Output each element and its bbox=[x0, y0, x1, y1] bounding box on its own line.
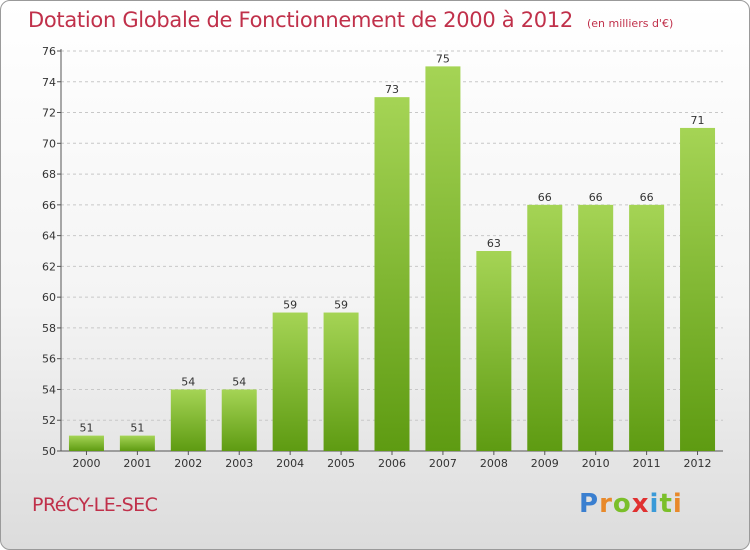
data-label: 66 bbox=[538, 191, 552, 204]
y-tick-label: 74 bbox=[42, 76, 56, 89]
x-tick-label: 2010 bbox=[582, 457, 610, 470]
data-label: 71 bbox=[691, 114, 705, 127]
y-tick-label: 60 bbox=[42, 291, 56, 304]
y-tick-label: 58 bbox=[42, 322, 56, 335]
data-label: 51 bbox=[130, 422, 144, 435]
bar bbox=[221, 389, 257, 451]
x-tick-label: 2012 bbox=[684, 457, 712, 470]
chart-title: Dotation Globale de Fonctionnement de 20… bbox=[28, 8, 674, 32]
data-label: 59 bbox=[334, 299, 348, 312]
bar bbox=[629, 204, 665, 451]
y-tick-label: 64 bbox=[42, 230, 56, 243]
bar bbox=[425, 66, 461, 451]
bar bbox=[476, 251, 512, 451]
logo-letter: t bbox=[659, 489, 673, 519]
y-tick-label: 66 bbox=[42, 199, 56, 212]
units-label: (en milliers d'€) bbox=[586, 17, 674, 30]
bar bbox=[119, 435, 155, 451]
y-tick-label: 68 bbox=[42, 168, 56, 181]
y-tick-label: 62 bbox=[42, 260, 56, 273]
x-tick-label: 2006 bbox=[378, 457, 406, 470]
data-label: 66 bbox=[640, 191, 654, 204]
y-tick-label: 50 bbox=[42, 445, 56, 458]
data-label: 59 bbox=[283, 299, 297, 312]
x-tick-label: 2000 bbox=[72, 457, 100, 470]
y-tick-label: 52 bbox=[42, 414, 56, 427]
bar bbox=[527, 204, 563, 451]
x-tick-label: 2001 bbox=[123, 457, 151, 470]
y-tick-label: 54 bbox=[42, 383, 56, 396]
x-tick-label: 2011 bbox=[633, 457, 661, 470]
y-tick-label: 72 bbox=[42, 107, 56, 120]
data-label: 75 bbox=[436, 52, 450, 65]
y-tick-label: 56 bbox=[42, 353, 56, 366]
y-tick-label: 76 bbox=[42, 45, 56, 58]
x-tick-label: 2008 bbox=[480, 457, 508, 470]
data-label: 54 bbox=[232, 375, 246, 388]
bar bbox=[374, 97, 410, 452]
x-tick-label: 2005 bbox=[327, 457, 355, 470]
bar bbox=[680, 127, 716, 451]
x-tick-label: 2004 bbox=[276, 457, 304, 470]
x-tick-label: 2007 bbox=[429, 457, 457, 470]
x-tick-label: 2003 bbox=[225, 457, 253, 470]
data-label: 54 bbox=[181, 375, 195, 388]
x-tick-label: 2009 bbox=[531, 457, 559, 470]
bar bbox=[68, 435, 104, 451]
data-label: 73 bbox=[385, 83, 399, 96]
proxiti-logo: Proxiti bbox=[579, 489, 683, 519]
logo-letter: o bbox=[612, 489, 632, 519]
bar bbox=[578, 204, 614, 451]
logo-letter: x bbox=[631, 489, 650, 519]
x-tick-label: 2002 bbox=[174, 457, 202, 470]
logo-letter: i bbox=[649, 489, 660, 519]
logo-letter: P bbox=[579, 489, 600, 519]
bar bbox=[170, 389, 206, 451]
y-tick-label: 70 bbox=[42, 137, 56, 150]
bar bbox=[272, 312, 308, 451]
logo-letter: i bbox=[672, 489, 683, 519]
data-label: 63 bbox=[487, 237, 501, 250]
data-label: 66 bbox=[589, 191, 603, 204]
logo-letter: r bbox=[599, 489, 613, 519]
bar bbox=[323, 312, 359, 451]
data-label: 51 bbox=[79, 422, 93, 435]
commune-name: PRéCY-LE-SEC bbox=[32, 494, 158, 516]
